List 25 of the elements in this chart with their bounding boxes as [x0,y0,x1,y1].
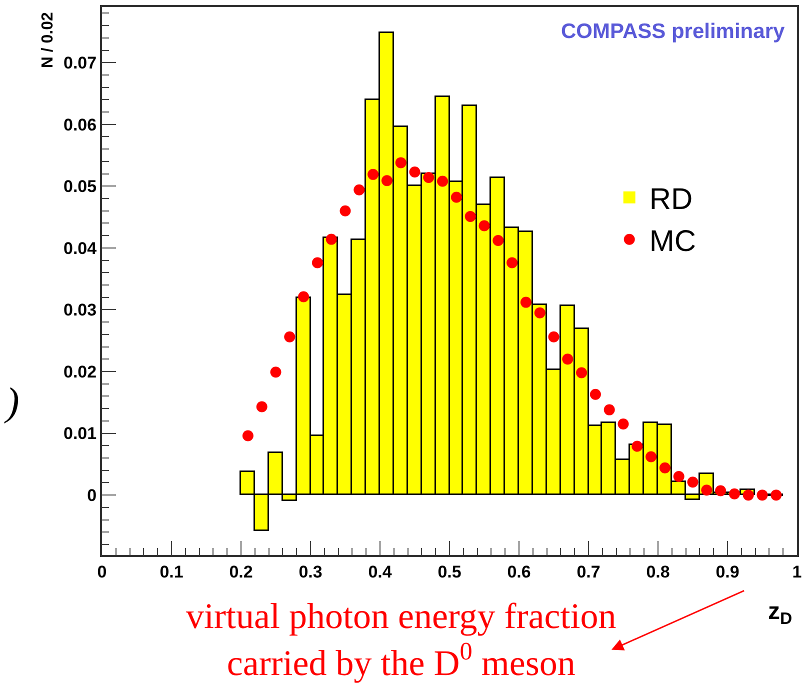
y-tick-label: 0.03 [64,300,97,320]
x-tick-label: 0.5 [438,562,462,582]
x-tick-label: 0.2 [229,562,253,582]
x-axis-title: z$_{D}$ [768,598,792,628]
y-tick-label: 0.06 [64,115,97,134]
x-tick-label: 0.7 [576,562,600,582]
legend-label: RD [649,183,693,216]
y-tick-label: 0.01 [64,424,97,444]
x-tick-label: 0.1 [160,562,184,582]
y-tick-label: 0.02 [64,362,97,382]
y-tick-label: 0.07 [64,54,97,73]
text: virtual photon energy fraction carried by the D$^{0}$ meson [186,596,616,683]
text: ) [4,379,20,424]
x-tick-label: 1 [792,562,802,582]
y-tick-label: 0.05 [64,177,97,196]
y-tick-label: 0.04 [64,238,98,258]
y-tick-label: 0 [87,486,97,506]
y-axis-title: N / 0.02 [40,12,57,68]
x-tick-label: 0.6 [507,562,531,582]
legend-label: MC [649,225,696,258]
annotation: COMPASS preliminary [561,20,785,43]
x-tick-label: 0.4 [368,562,392,582]
x-tick-label: 0.3 [298,562,322,582]
x-tick-label: 0.8 [646,562,670,582]
x-tick-label: 0.9 [716,562,740,582]
